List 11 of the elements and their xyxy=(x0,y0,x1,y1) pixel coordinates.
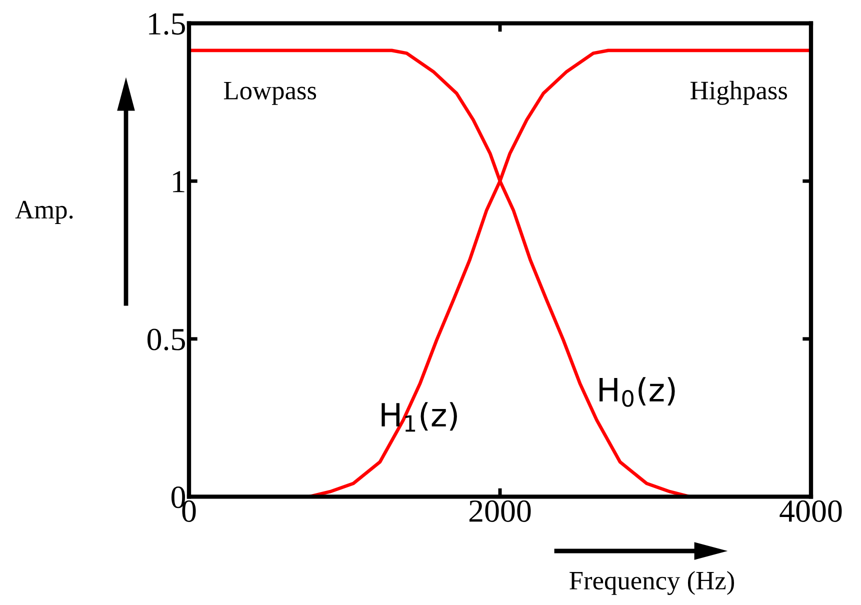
annotation: H$_{0}$(z) xyxy=(600,377,675,407)
x-axis-title: Frequency (Hz) xyxy=(570,570,734,596)
y-axis-title: Amp. xyxy=(15,200,73,224)
annotation: Highpass xyxy=(690,80,788,105)
annotation: Lowpass xyxy=(224,82,316,105)
y-tick-label: 1.5 xyxy=(149,13,185,35)
x-tick-label: 4000 xyxy=(780,500,842,522)
x-tick-label: 2000 xyxy=(469,500,531,522)
y-tick-label: 1 xyxy=(173,171,184,192)
annotation: H$_{1}$(z) xyxy=(382,402,457,432)
y-tick-label: 0.5 xyxy=(148,328,185,350)
